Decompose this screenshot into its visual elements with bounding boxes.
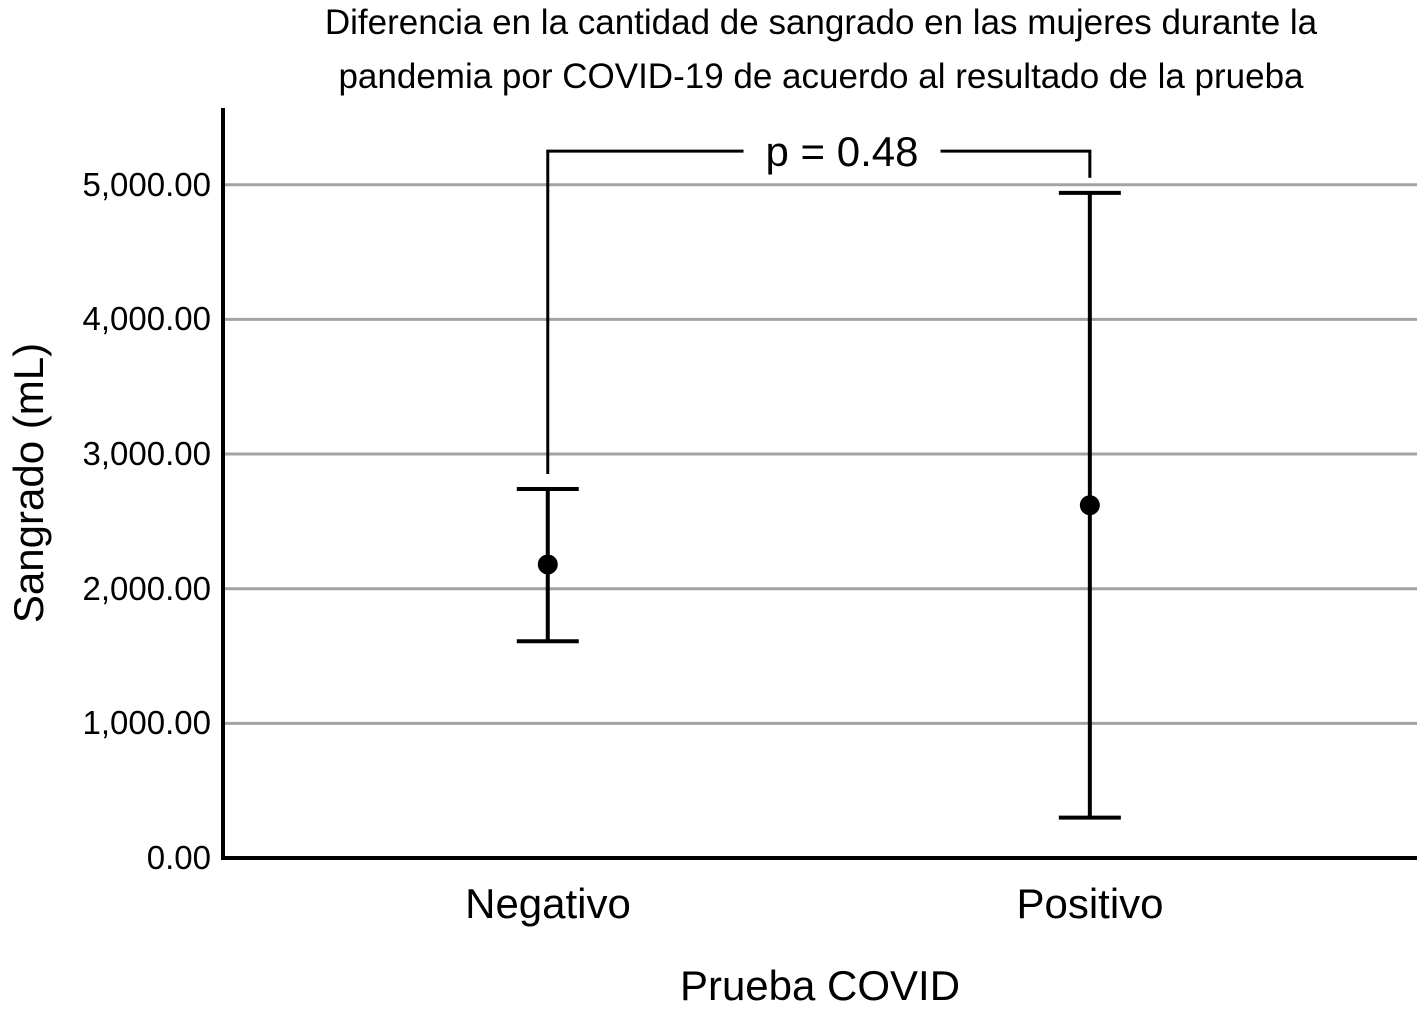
y-tick-label: 4,000.00 (82, 300, 211, 337)
mean-marker-positivo (1079, 495, 1100, 516)
chart-title: Diferencia en la cantidad de sangrado en… (225, 0, 1417, 104)
y-tick-label: 5,000.00 (82, 166, 211, 203)
chart-title-line-1: Diferencia en la cantidad de sangrado en… (324, 3, 1318, 42)
y-tick-label: 3,000.00 (82, 435, 211, 472)
y-tick-label: 1,000.00 (82, 704, 211, 741)
y-tick-label: 2,000.00 (82, 570, 211, 607)
chart-title-line-2: pandemia por COVID-19 de acuerdo al resu… (338, 57, 1304, 96)
x-axis-title: Prueba COVID (679, 962, 961, 1009)
mean-marker-negativo (537, 554, 558, 575)
y-axis-title: Sangrado (mL) (5, 342, 52, 624)
p-value-label: p = 0.48 (743, 126, 941, 178)
x-tick-label-negativo: Negativo (465, 880, 631, 927)
x-tick-label-positivo: Positivo (1016, 880, 1164, 927)
y-tick-label: 0.00 (146, 839, 211, 876)
